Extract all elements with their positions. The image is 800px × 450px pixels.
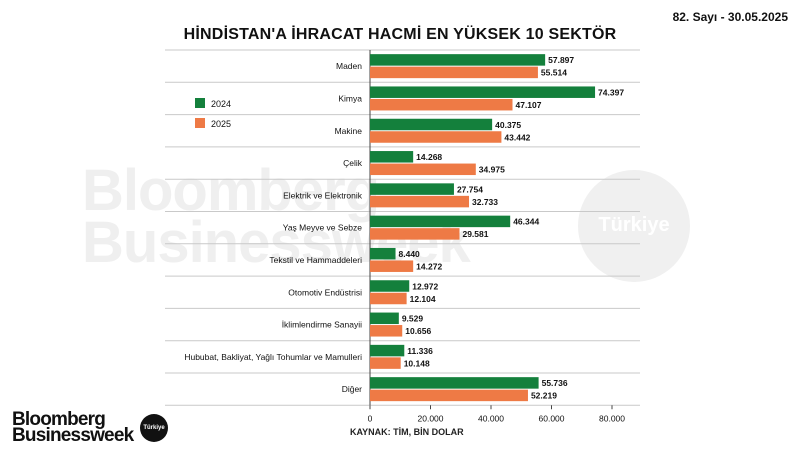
category-label: Hububat, Bakliyat, Yağlı Tohumlar ve Mam… <box>184 352 362 362</box>
bar-2025 <box>370 66 538 79</box>
watermark-circle-text: Türkiye <box>598 214 670 236</box>
bar-2025 <box>370 131 502 143</box>
data-label-2024: 57.897 <box>548 55 574 65</box>
category-label: Yaş Meyve ve Sebze <box>283 223 362 233</box>
category-label: Otomotiv Endüstrisi <box>288 287 362 297</box>
bar-2024 <box>370 118 493 131</box>
category-label: Kimya <box>338 93 362 103</box>
data-label-2025: 43.442 <box>504 132 530 142</box>
legend-label-2025: 2025 <box>211 119 231 129</box>
bar-2024 <box>370 86 596 98</box>
category-label: Çelik <box>343 158 363 168</box>
bar-2024 <box>370 344 405 357</box>
chart-title: HİNDİSTAN'A İHRACAT HACMİ EN YÜKSEK 10 S… <box>183 26 617 43</box>
category-label: İklimlendirme Sanayii <box>282 320 362 330</box>
watermark-line-1: Bloomberg <box>82 158 380 223</box>
bar-2024 <box>370 312 399 325</box>
category-label: Maden <box>336 61 362 71</box>
issue-date: 82. Sayı - 30.05.2025 <box>672 10 788 24</box>
category-label: Tekstil ve Hammaddeleri <box>269 255 362 265</box>
data-label-2025: 29.581 <box>462 229 488 239</box>
category-label: Diğer <box>342 384 362 394</box>
data-label-2024: 74.397 <box>598 87 624 97</box>
bar-2024 <box>370 54 546 66</box>
data-label-2024: 12.972 <box>412 281 438 291</box>
x-tick-label: 20.000 <box>418 413 444 423</box>
brand-badge: Türkiye <box>140 414 168 442</box>
data-label-2024: 27.754 <box>457 184 483 194</box>
data-label-2025: 55.514 <box>541 68 567 78</box>
bar-2024 <box>370 151 414 163</box>
bar-2025 <box>370 163 476 176</box>
data-label-2025: 10.656 <box>405 326 431 336</box>
x-tick-label: 60.000 <box>539 413 565 423</box>
bar-2025 <box>370 260 414 272</box>
category-label: Elektrik ve Elektronik <box>283 190 363 200</box>
x-tick-label: 0 <box>368 413 373 423</box>
data-label-2025: 12.104 <box>410 294 436 304</box>
data-label-2025: 34.975 <box>479 165 505 175</box>
brand-line-1: Bloomberg <box>12 409 106 430</box>
brand-logo: Bloomberg Businessweek <box>12 409 134 446</box>
legend-swatch-2025 <box>195 118 205 128</box>
bar-2025 <box>370 195 470 208</box>
data-label-2025: 32.733 <box>472 197 498 207</box>
bar-2024 <box>370 247 396 260</box>
bar-2025 <box>370 228 460 240</box>
data-label-2024: 11.336 <box>407 346 433 356</box>
data-label-2025: 14.272 <box>416 261 442 271</box>
bar-2025 <box>370 292 407 305</box>
data-label-2024: 9.529 <box>402 314 424 324</box>
bar-2024 <box>370 377 539 389</box>
bar-2025 <box>370 357 401 369</box>
x-tick-label: 40.000 <box>478 413 504 423</box>
category-label: Makine <box>335 126 363 136</box>
brand-line-2: Businessweek <box>12 425 134 446</box>
legend-label-2024: 2024 <box>211 99 231 109</box>
watermark-circle: Türkiye <box>578 170 690 282</box>
source-note: KAYNAK: TİM, BİN DOLAR <box>350 427 464 437</box>
data-label-2024: 46.344 <box>513 217 539 227</box>
bar-2024 <box>370 280 410 292</box>
data-label-2024: 40.375 <box>495 120 521 130</box>
data-label-2024: 55.736 <box>542 378 568 388</box>
x-tick-label: 80.000 <box>599 413 625 423</box>
data-label-2024: 14.268 <box>416 152 442 162</box>
legend-swatch-2024 <box>195 98 205 108</box>
data-label-2025: 52.219 <box>531 391 557 401</box>
data-label-2025: 47.107 <box>515 100 541 110</box>
bar-2024 <box>370 183 454 195</box>
bar-2025 <box>370 98 513 111</box>
bar-2025 <box>370 389 528 402</box>
data-label-2025: 10.148 <box>404 358 430 368</box>
data-label-2024: 8.440 <box>399 249 421 259</box>
bar-2024 <box>370 215 511 228</box>
bar-2025 <box>370 325 403 337</box>
